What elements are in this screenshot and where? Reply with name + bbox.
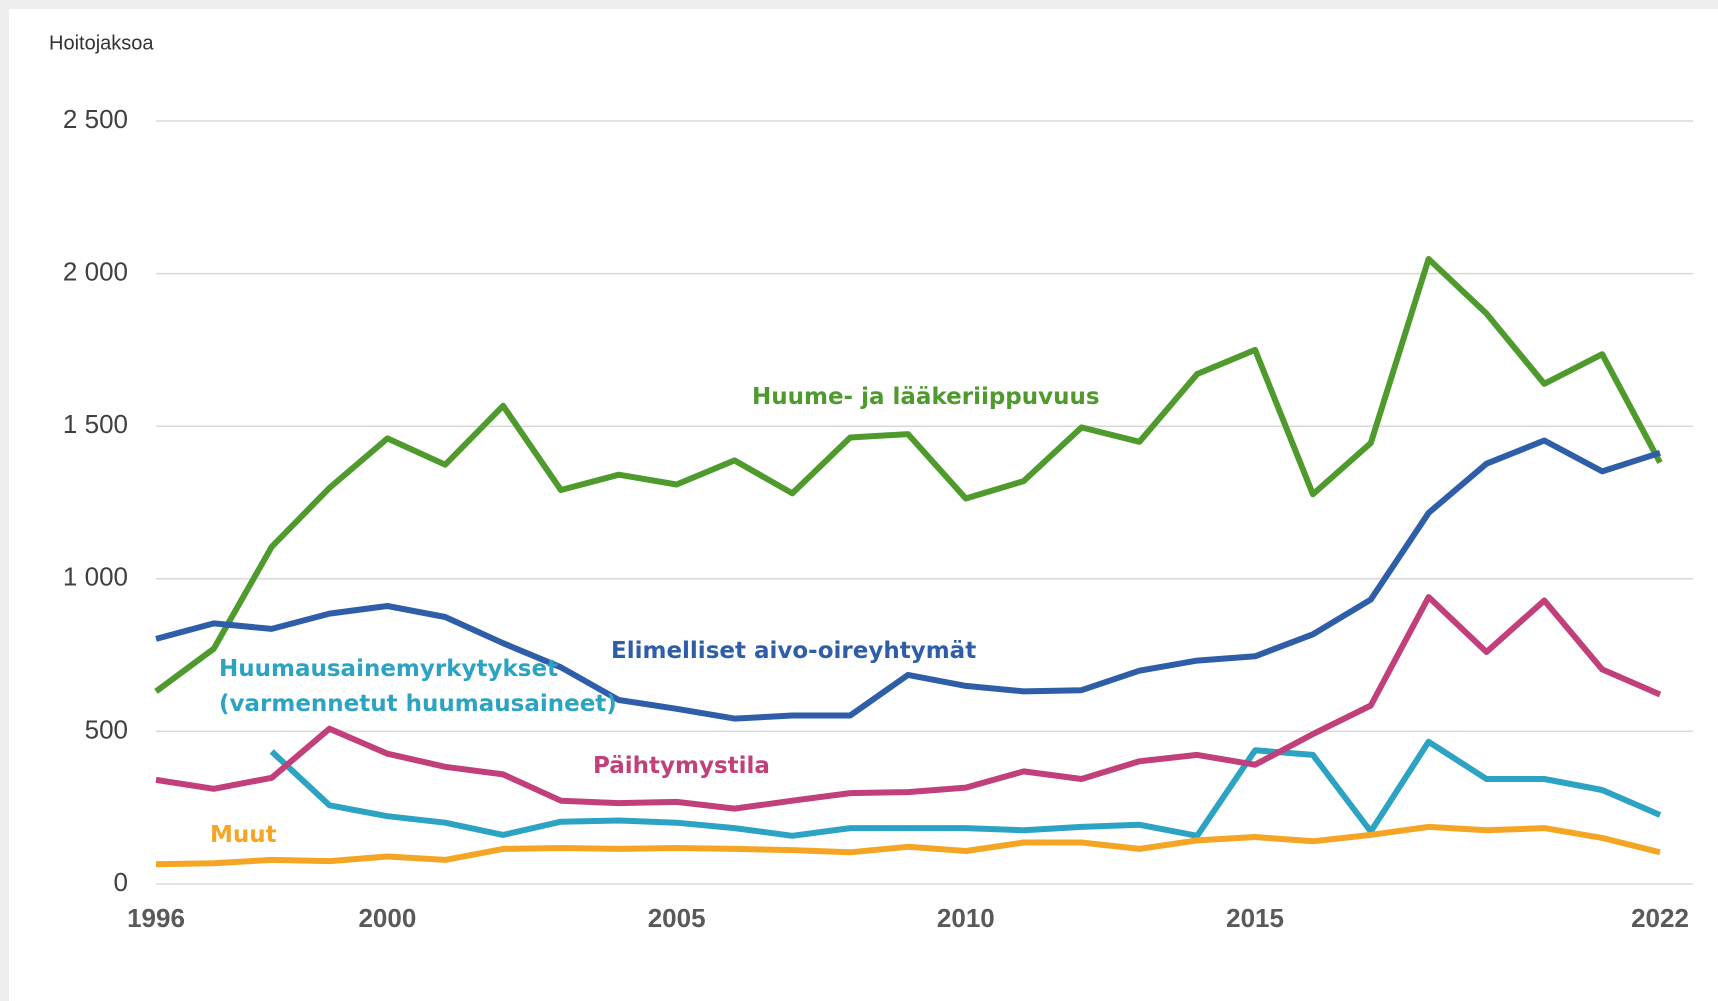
series-label: Elimelliset aivo-oireyhtymät: [611, 638, 977, 664]
y-axis-label: Hoitojaksoa: [49, 32, 154, 54]
x-tick-label: 1996: [127, 903, 185, 933]
y-tick-label: 2 500: [63, 104, 128, 134]
x-tick-label: 2015: [1226, 903, 1284, 933]
series-line: [154, 256, 1663, 694]
y-tick-label: 500: [85, 714, 128, 744]
y-tick-label: 2 000: [63, 256, 128, 286]
series-label: Huume- ja lääkeriippuvuus: [752, 384, 1100, 410]
series-label: Päihtymystila: [593, 753, 770, 779]
x-tick-label: 2010: [937, 903, 995, 933]
series-line: [155, 594, 1662, 812]
x-tick-label: 2005: [648, 903, 706, 933]
series-label: Muut: [210, 822, 277, 848]
y-tick-label: 1 500: [63, 409, 128, 439]
series-label: Huumausainemyrkytykset (varmennetut huum…: [219, 656, 617, 717]
panel: [9, 9, 1718, 1001]
series-line: [155, 823, 1661, 868]
x-tick-label: 2000: [358, 903, 416, 933]
y-tick-label: 0: [114, 867, 128, 897]
series-line: [155, 437, 1661, 722]
x-tick-label: 2022: [1631, 903, 1689, 933]
y-tick-label: 1 000: [63, 562, 128, 592]
series-line: [269, 738, 1662, 839]
